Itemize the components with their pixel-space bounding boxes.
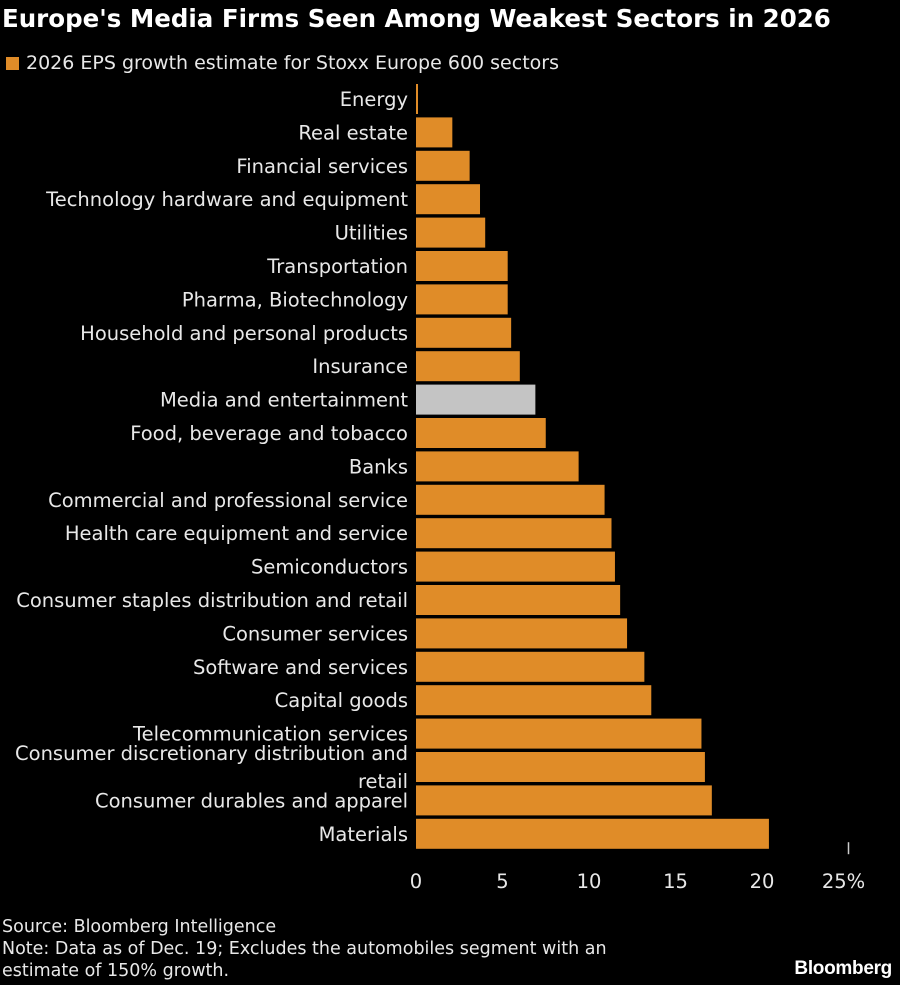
category-label-media-and-entertainment: Media and entertainment bbox=[160, 389, 408, 412]
bar-semiconductors bbox=[416, 551, 615, 582]
x-tick-label: 0 bbox=[410, 870, 422, 893]
x-axis-ticks-group: 0 5 10 15 20 25% bbox=[410, 842, 865, 893]
category-label-consumer-staples-distribution-and-retail: Consumer staples distribution and retail bbox=[16, 589, 408, 612]
category-label-telecommunication-services: Telecommunication services bbox=[132, 723, 408, 746]
category-label-pharma-biotechnology: Pharma, Biotechnology bbox=[182, 288, 408, 311]
bar-commercial-and-professional-service bbox=[416, 484, 605, 515]
bar-energy bbox=[416, 84, 418, 114]
legend-label: 2026 EPS growth estimate for Stoxx Europ… bbox=[26, 52, 559, 74]
bar-banks bbox=[416, 451, 579, 482]
chart-title: Europe's Media Firms Seen Among Weakest … bbox=[2, 4, 831, 33]
x-tick-label: 20 bbox=[750, 870, 775, 893]
category-label-financial-services: Financial services bbox=[236, 155, 408, 178]
bar-pharma-biotechnology bbox=[416, 284, 508, 315]
category-label-transportation: Transportation bbox=[266, 255, 408, 278]
bar-consumer-discretionary-distribution-and-retail bbox=[416, 752, 705, 782]
category-label-consumer-durables-and-apparel: Consumer durables and apparel bbox=[95, 789, 408, 812]
category-label-consumer-discretionary-distribution-and-retail: Consumer discretionary distribution and r… bbox=[15, 742, 408, 793]
category-label-food-beverage-and-tobacco: Food, beverage and tobacco bbox=[130, 422, 408, 445]
category-label-technology-hardware-and-equipment: Technology hardware and equipment bbox=[45, 188, 408, 211]
bar-health-care-equipment-and-service bbox=[416, 518, 612, 549]
bloomberg-logo: Bloomberg bbox=[794, 958, 892, 979]
bar-real-estate bbox=[416, 117, 453, 148]
bar-financial-services bbox=[416, 150, 470, 181]
bar-software-and-services bbox=[416, 651, 645, 682]
category-labels-group: Energy Real estate Financial services Techn… bbox=[15, 88, 408, 846]
bar-materials bbox=[416, 818, 769, 849]
category-label-banks: Banks bbox=[349, 455, 408, 478]
bar-insurance bbox=[416, 351, 520, 382]
bar-telecommunication-services bbox=[416, 718, 702, 749]
category-label-household-and-personal-products: Household and personal products bbox=[80, 322, 408, 345]
bar-consumer-staples-distribution-and-retail bbox=[416, 585, 621, 615]
bar-consumer-services bbox=[416, 618, 628, 649]
x-tick-label: 15 bbox=[663, 870, 688, 893]
bar-capital-goods bbox=[416, 685, 652, 716]
bar-utilities bbox=[416, 217, 486, 248]
bar-food-beverage-and-tobacco bbox=[416, 418, 546, 448]
x-tick-label: 5 bbox=[496, 870, 508, 893]
footer-notes: Source: Bloomberg Intelligence Note: Dat… bbox=[2, 916, 607, 982]
x-tick-label: 10 bbox=[577, 870, 602, 893]
note-text-line2: estimate of 150% growth. bbox=[2, 961, 230, 981]
category-label-software-and-services: Software and services bbox=[193, 656, 408, 679]
source-text: Source: Bloomberg Intelligence bbox=[2, 917, 277, 937]
bar-technology-hardware-and-equipment bbox=[416, 184, 481, 215]
category-label-materials: Materials bbox=[319, 823, 408, 846]
bars-group bbox=[416, 84, 769, 849]
legend-swatch bbox=[6, 56, 19, 70]
category-label-real-estate: Real estate bbox=[298, 121, 408, 144]
category-label-insurance: Insurance bbox=[312, 355, 408, 378]
x-tick-label: 25% bbox=[822, 870, 865, 893]
bar-household-and-personal-products bbox=[416, 317, 512, 348]
category-label-commercial-and-professional-service: Commercial and professional service bbox=[48, 489, 408, 512]
bar-transportation bbox=[416, 251, 508, 281]
note-text-line1: Note: Data as of Dec. 19; Excludes the a… bbox=[2, 939, 607, 959]
category-label-health-care-equipment-and-service: Health care equipment and service bbox=[65, 522, 408, 545]
category-label-capital-goods: Capital goods bbox=[275, 689, 408, 712]
category-label-utilities: Utilities bbox=[335, 222, 408, 245]
legend: 2026 EPS growth estimate for Stoxx Europ… bbox=[6, 52, 559, 74]
category-label-consumer-services: Consumer services bbox=[222, 622, 408, 645]
category-label-semiconductors: Semiconductors bbox=[251, 556, 408, 579]
bar-consumer-durables-and-apparel bbox=[416, 785, 712, 816]
bar-media-and-entertainment bbox=[416, 384, 536, 415]
bar-chart: Energy Real estate Financial services Techn… bbox=[15, 84, 865, 893]
category-label-energy: Energy bbox=[340, 88, 408, 111]
